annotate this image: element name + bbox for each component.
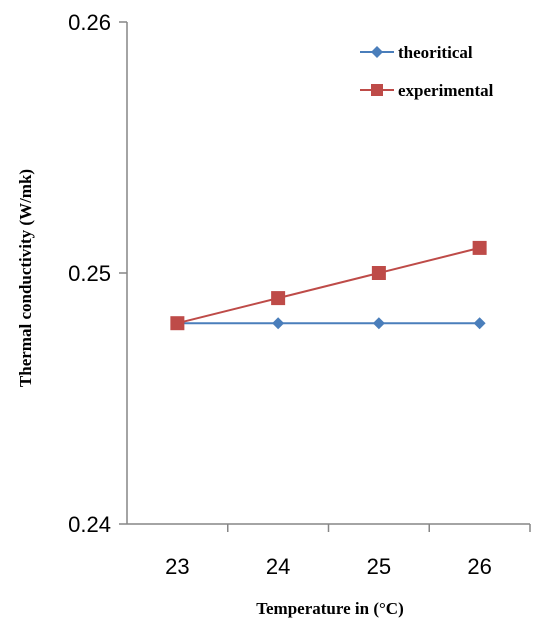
x-axis-title: Temperature in (°C) xyxy=(256,599,404,618)
x-tick-label: 24 xyxy=(266,554,290,579)
legend-item-experimental: experimental xyxy=(360,81,494,100)
x-tick-label: 25 xyxy=(367,554,391,579)
data-point-theoritical xyxy=(473,317,486,330)
data-point-theoritical xyxy=(272,317,285,330)
data-point-experimental xyxy=(371,266,386,280)
data-point-experimental xyxy=(271,291,286,306)
legend-marker-diamond-icon xyxy=(371,46,383,58)
series-markers xyxy=(170,240,487,331)
legend: theoritical experimental xyxy=(360,43,494,100)
y-axis-ticks: 0.24 0.25 0.26 xyxy=(68,10,127,537)
legend-label-experimental: experimental xyxy=(398,81,494,100)
y-axis-title: Thermal conductivity (W/mk) xyxy=(16,169,35,387)
x-tick-label: 23 xyxy=(165,554,189,579)
legend-label-theoritical: theoritical xyxy=(398,43,473,62)
x-tick-label: 26 xyxy=(467,554,491,579)
y-tick-label: 0.24 xyxy=(68,512,111,537)
y-tick-label: 0.25 xyxy=(68,261,111,286)
series-line-experimental xyxy=(177,246,480,325)
legend-item-theoritical: theoritical xyxy=(360,43,473,62)
data-point-experimental xyxy=(472,240,487,255)
data-point-experimental xyxy=(170,316,185,331)
legend-marker-square-icon xyxy=(371,84,383,96)
y-tick-label: 0.26 xyxy=(68,10,111,35)
x-axis-ticks: 23 24 25 26 xyxy=(165,524,531,579)
data-point-theoritical xyxy=(372,317,385,330)
series-lines xyxy=(177,246,480,325)
